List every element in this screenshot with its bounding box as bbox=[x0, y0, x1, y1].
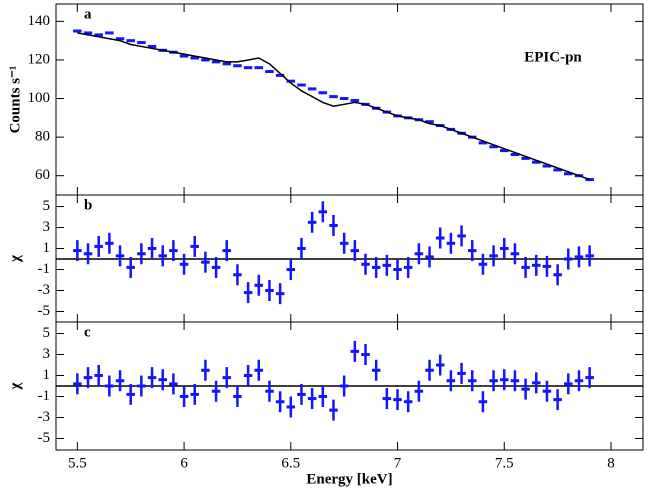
y-tick-label: 3 bbox=[43, 346, 51, 362]
y-tick-label: 1 bbox=[43, 367, 51, 383]
panel-label: c bbox=[84, 324, 91, 340]
y-tick-label: 100 bbox=[28, 90, 51, 106]
y-tick-label: 1 bbox=[43, 240, 51, 256]
y-tick-label: -1 bbox=[38, 261, 51, 277]
y-tick-label: 140 bbox=[28, 13, 51, 29]
y-axis-label: χ bbox=[7, 381, 23, 390]
x-tick-label: 7 bbox=[394, 455, 402, 471]
y-tick-label: -5 bbox=[38, 430, 51, 446]
x-tick-label: 8 bbox=[607, 455, 615, 471]
x-tick-label: 6.5 bbox=[281, 455, 300, 471]
model-line bbox=[77, 32, 590, 181]
y-tick-label: 120 bbox=[28, 51, 51, 67]
y-tick-label: -1 bbox=[38, 388, 51, 404]
y-tick-label: 3 bbox=[43, 219, 51, 235]
y-tick-label: -3 bbox=[38, 282, 51, 298]
y-tick-label: -3 bbox=[38, 409, 51, 425]
panel-label: b bbox=[84, 197, 92, 213]
y-tick-label: 60 bbox=[35, 167, 50, 183]
panel-label: a bbox=[84, 6, 92, 22]
x-tick-label: 7.5 bbox=[495, 455, 514, 471]
y-tick-label: -5 bbox=[38, 303, 51, 319]
x-tick-label: 5.5 bbox=[68, 455, 87, 471]
x-axis-label: Energy [keV] bbox=[306, 471, 392, 487]
y-tick-label: 5 bbox=[43, 325, 51, 341]
y-axis-label: Counts s⁻¹ bbox=[7, 66, 23, 134]
x-tick-label: 6 bbox=[180, 455, 188, 471]
y-axis-label: χ bbox=[7, 254, 23, 263]
y-tick-label: 5 bbox=[43, 198, 51, 214]
y-tick-label: 80 bbox=[35, 129, 50, 145]
annotation: EPIC-pn bbox=[524, 49, 582, 65]
